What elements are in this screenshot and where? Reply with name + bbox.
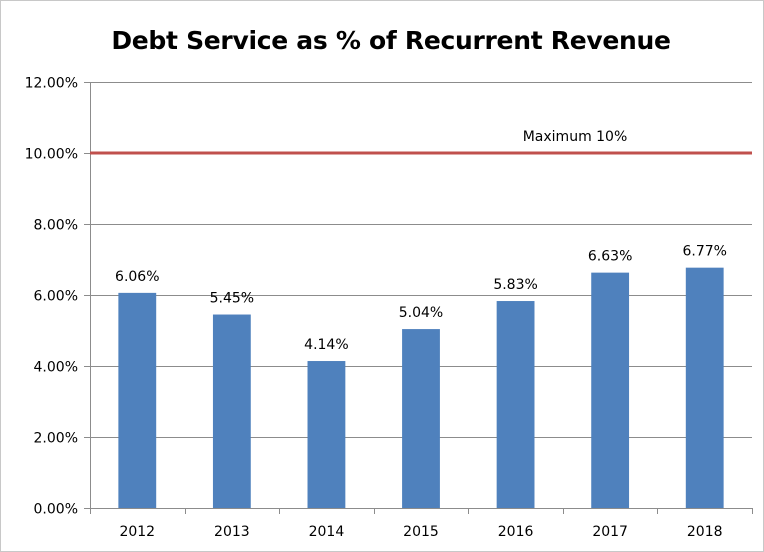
bar-2018 (685, 267, 724, 508)
labels: 0.00% 2.00% 4.00% 6.00% 8.00% 10.00% 12.00% 6.0… (25, 76, 727, 541)
x-tick-label-2013: 2013 (214, 524, 250, 540)
data-label-2015: 5.04% (399, 305, 443, 321)
bar-2013 (212, 314, 251, 508)
bar-2016 (496, 301, 535, 508)
y-tick-label: 6.00% (34, 289, 78, 305)
bar-2017 (591, 272, 630, 508)
data-label-2016: 5.83% (493, 277, 537, 293)
data-label-2018: 6.77% (682, 244, 726, 260)
y-tick-label: 0.00% (34, 502, 78, 518)
data-label-2014: 4.14% (304, 337, 348, 353)
x-tick-label-2016: 2016 (498, 524, 534, 540)
reference-line-label: Maximum 10% (523, 129, 628, 145)
x-tick-label-2018: 2018 (687, 524, 723, 540)
data-label-2012: 6.06% (115, 269, 159, 285)
y-tick-label: 8.00% (34, 218, 78, 234)
x-tick-label-2012: 2012 (119, 524, 155, 540)
y-tick-label: 2.00% (34, 431, 78, 447)
data-label-2017: 6.63% (588, 249, 632, 265)
y-tick-label: 12.00% (25, 76, 78, 92)
chart-title: Debt Service as % of Recurrent Revenue (111, 26, 671, 55)
y-tick-label: 10.00% (25, 147, 78, 163)
bar-2012 (118, 292, 157, 508)
x-tick-label-2014: 2014 (309, 524, 345, 540)
bar-2015 (402, 329, 440, 508)
x-tick-label-2017: 2017 (592, 524, 628, 540)
bar-2014 (307, 361, 346, 508)
bars (118, 267, 724, 508)
x-tick-label-2015: 2015 (403, 524, 439, 540)
data-label-2013: 5.45% (210, 291, 254, 307)
y-tick-label: 4.00% (34, 360, 78, 376)
